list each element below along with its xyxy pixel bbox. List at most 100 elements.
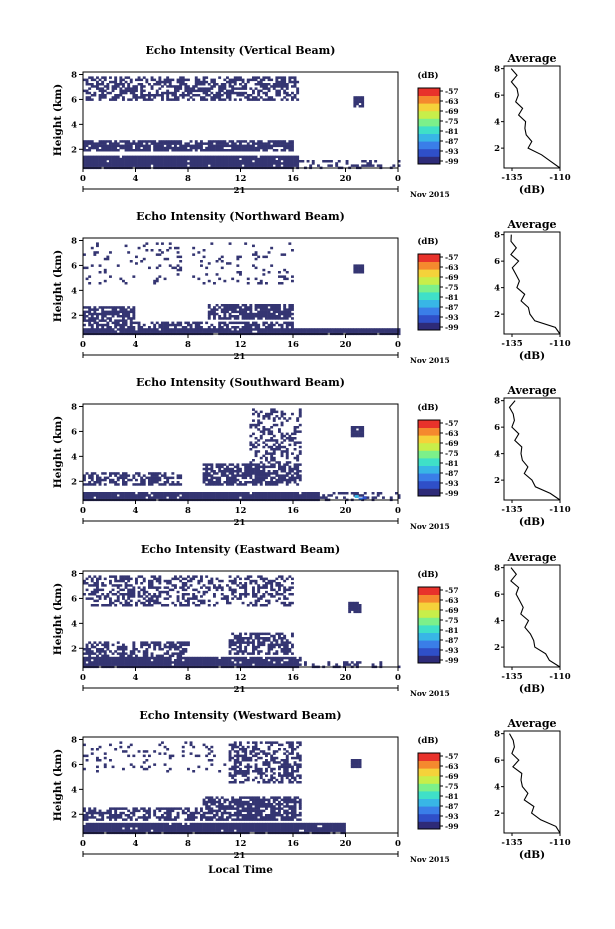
heatmap-cell xyxy=(90,146,94,150)
heatmap-cell xyxy=(129,98,133,101)
heatmap-cell xyxy=(207,144,211,148)
heatmap-cell xyxy=(202,463,206,466)
heatmap-cell xyxy=(236,321,240,325)
heatmap-cell xyxy=(330,330,333,333)
heatmap-cell xyxy=(171,142,175,145)
heatmap-cell xyxy=(356,434,359,438)
heatmap-cell xyxy=(254,312,258,316)
heatmap-cell xyxy=(137,160,141,163)
heatmap-cell xyxy=(200,577,203,581)
heatmap-cell xyxy=(83,155,86,159)
heatmap-cell xyxy=(257,586,261,589)
heatmap-cell xyxy=(257,83,261,86)
heatmap-cell xyxy=(239,164,242,167)
heatmap-cell xyxy=(184,577,188,581)
heatmap-cell xyxy=(207,579,211,583)
heatmap-cell xyxy=(158,643,162,647)
heatmap-cell xyxy=(171,652,175,655)
heatmap-cell xyxy=(213,140,216,143)
heatmap-cell xyxy=(249,328,253,331)
heatmap-cell xyxy=(96,582,99,585)
heatmap-cell xyxy=(241,476,245,480)
heatmap-cell xyxy=(96,595,99,598)
heatmap-cell xyxy=(280,326,284,329)
heatmap-cell xyxy=(361,268,365,272)
heatmap-cell xyxy=(202,160,206,163)
heatmap-cell xyxy=(239,91,242,95)
heatmap-cell xyxy=(280,648,284,651)
heatmap-cell xyxy=(158,160,162,163)
heatmap-cell xyxy=(262,593,266,596)
heatmap-cell xyxy=(98,483,102,486)
heatmap-cell xyxy=(272,323,276,327)
heatmap-cell xyxy=(275,584,279,587)
heatmap-cell xyxy=(280,663,284,666)
heatmap-cell xyxy=(257,419,261,422)
heatmap-cell xyxy=(259,494,263,497)
heatmap-cell xyxy=(96,160,99,163)
heatmap-cell xyxy=(236,584,240,587)
heatmap-cell xyxy=(179,155,183,159)
heatmap-cell xyxy=(246,96,250,99)
heatmap-cell xyxy=(317,496,320,499)
heatmap-cell xyxy=(231,632,235,636)
heatmap-cell xyxy=(291,317,294,320)
heatmap-cell xyxy=(241,330,245,333)
panel-title: Echo Intensity (Eastward Beam) xyxy=(141,543,340,556)
heatmap-cell xyxy=(205,89,209,93)
heatmap-cell xyxy=(223,85,227,88)
heatmap-cell xyxy=(272,85,276,88)
heatmap-cell xyxy=(168,661,172,664)
heatmap-cell xyxy=(213,144,216,148)
heatmap-cell xyxy=(132,155,136,159)
heatmap-cell xyxy=(285,643,289,647)
heatmap-cell xyxy=(257,162,261,165)
heatmap-cell xyxy=(158,645,162,649)
heatmap-cell xyxy=(270,312,274,316)
heatmap-cell xyxy=(98,330,102,333)
heatmap-cell xyxy=(140,89,144,93)
heatmap-cell xyxy=(272,472,276,475)
heatmap-cell xyxy=(262,268,266,272)
heatmap-cell xyxy=(103,659,107,662)
heatmap-cell xyxy=(259,641,263,644)
heatmap-cell xyxy=(288,586,292,589)
heatmap-cell xyxy=(174,663,177,666)
heatmap-cell xyxy=(194,328,198,331)
heatmap-cell xyxy=(192,162,196,165)
heatmap-cell xyxy=(109,575,112,578)
heatmap-cell xyxy=(213,310,216,314)
heatmap-cell xyxy=(223,308,227,311)
heatmap-cell xyxy=(280,415,284,418)
heatmap-cell xyxy=(254,496,258,499)
average-frame xyxy=(503,564,561,668)
heatmap-cell xyxy=(135,579,138,583)
heatmap-cell xyxy=(90,144,94,148)
heatmap-cell xyxy=(179,492,183,495)
heatmap-cell xyxy=(148,599,151,603)
heatmap-cell xyxy=(96,604,99,607)
heatmap-cell xyxy=(236,326,240,329)
heatmap-cell xyxy=(270,328,274,331)
heatmap-cell xyxy=(168,157,172,161)
heatmap-cell xyxy=(257,661,261,664)
heatmap-cell xyxy=(127,155,131,159)
heatmap-cell xyxy=(103,144,107,148)
heatmap-cell xyxy=(127,326,131,329)
heatmap-cell xyxy=(252,643,255,647)
heatmap-cell xyxy=(103,142,107,145)
heatmap-cell xyxy=(241,78,245,82)
heatmap-cell xyxy=(171,472,175,475)
heatmap-cell xyxy=(153,330,157,333)
heatmap-cell xyxy=(109,656,112,660)
heatmap-cell xyxy=(184,146,188,150)
heatmap-cell xyxy=(275,652,279,655)
heatmap-cell xyxy=(291,306,294,309)
heatmap-cell xyxy=(288,149,292,152)
heatmap-cell xyxy=(181,78,185,82)
panel-title: Echo Intensity (Westward Beam) xyxy=(139,709,341,722)
heatmap-cell xyxy=(259,659,263,662)
heatmap-cell xyxy=(88,648,92,651)
heatmap-cell xyxy=(291,142,294,145)
heatmap-cell xyxy=(259,146,263,150)
